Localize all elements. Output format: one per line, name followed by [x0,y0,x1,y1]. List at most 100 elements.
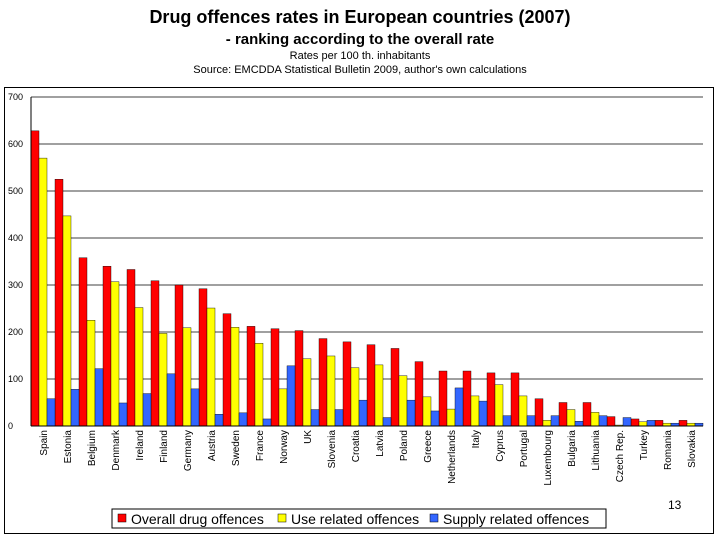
x-category-label: Bulgaria [567,430,578,467]
bar-overall-bulgaria [558,402,568,427]
bar-chart: 0 100 200 300 400 500 600 700 Spain Estonia Belgi… [8,92,704,529]
bar-use-portugal [518,395,528,427]
bar-overall-sweden [222,313,232,427]
y-tick-label: 300 [8,280,23,290]
y-tick-label: 700 [8,92,23,102]
bar-use-poland [398,375,408,427]
bar-overall-romania [654,420,664,427]
bar-supply-finland [166,373,176,427]
x-category-label: Estonia [63,430,74,464]
bar-use-bulgaria [566,409,576,427]
bar-overall-france [246,326,256,427]
x-category-label: Romania [663,430,674,470]
chart-frame: 0 100 200 300 400 500 600 700 Spain Estonia Belgi… [4,87,714,534]
bar-use-lithuania [590,412,600,427]
bar-overall-lithuania [582,402,592,427]
bar-supply-austria [214,414,224,427]
x-category-label: Ireland [135,430,146,461]
bars [30,130,704,427]
x-category-label: Turkey [639,430,650,460]
bar-use-norway [278,388,288,427]
bar-use-luxembourg [542,420,552,427]
x-category-label: Luxembourg [543,430,554,486]
page-number: 13 [668,498,682,512]
bar-use-slovenia [326,355,336,427]
bar-overall-germany [174,284,184,427]
x-category-label: Sweden [231,430,242,466]
bar-overall-finland [150,280,160,427]
bar-overall-portugal [510,372,520,427]
x-category-label: Slovakia [687,430,698,468]
legend-label-use: Use related offences [291,511,419,527]
bar-supply-latvia [382,417,392,427]
x-category-label: UK [303,430,314,444]
x-category-label: Croatia [351,430,362,463]
bar-overall-netherlands [438,370,448,427]
bar-supply-cyprus [502,415,512,427]
source-note: Source: EMCDDA Statistical Bulletin 2009… [193,64,527,76]
bar-use-finland [158,333,168,427]
bar-use-turkey [638,421,648,427]
legend-label-supply: Supply related offences [443,511,589,527]
y-tick-label: 600 [8,139,23,149]
bar-overall-estonia [54,179,64,427]
bar-overall-denmark [102,265,112,427]
bar-use-austria [206,307,216,427]
legend: Overall drug offences Use related offence… [111,508,607,529]
bar-overall-belgium [78,257,88,427]
x-category-label: Germany [183,430,194,471]
bar-use-greece [422,396,432,427]
bar-overall-croatia [342,341,352,427]
bar-supply-spain [46,398,56,427]
bar-use-latvia [374,364,384,427]
bar-supply-belgium [94,368,104,427]
bar-supply-portugal [526,415,536,427]
bar-overall-greece [414,361,424,427]
bar-overall-spain [30,130,40,427]
bar-use-italy [470,395,480,427]
y-tick-label: 200 [8,327,23,337]
bar-supply-ireland [142,393,152,427]
x-category-label: France [255,430,266,462]
x-category-label: Lithuania [591,430,602,471]
bar-use-ireland [134,307,144,427]
x-category-label: Czech Rep. [615,430,626,482]
bar-use-belgium [86,320,96,427]
bar-supply-bulgaria [574,421,584,427]
y-tick-label: 100 [8,374,23,384]
bar-overall-cyprus [486,372,496,427]
bar-use-estonia [62,215,72,427]
bar-supply-netherlands [454,387,464,427]
units-note: Rates per 100 th. inhabitants [289,50,431,62]
x-category-label: Cyprus [495,430,506,462]
bar-use-germany [182,327,192,427]
bar-overall-ireland [126,269,136,427]
bar-overall-turkey [630,418,640,427]
bar-supply-lithuania [598,415,608,427]
bar-supply-czech-rep- [622,417,632,427]
bar-use-spain [38,157,48,427]
x-category-label: Italy [471,430,482,448]
bar-supply-greece [430,410,440,427]
bar-supply-poland [406,399,416,427]
legend-swatch-overall [117,513,127,523]
x-category-label: Greece [423,430,434,463]
y-tick-label: 500 [8,186,23,196]
bar-supply-denmark [118,402,128,427]
bar-use-denmark [110,281,120,427]
x-category-label: Austria [207,430,218,462]
bar-supply-sweden [238,412,248,427]
bar-overall-austria [198,288,208,427]
bar-use-cyprus [494,384,504,427]
category-labels: Spain Estonia Belgium Denmark Ireland Finland… [39,429,698,486]
bar-supply-norway [286,365,296,427]
x-category-label: Belgium [87,430,98,466]
x-category-label: Netherlands [447,430,458,484]
bar-supply-germany [190,388,200,427]
bar-use-france [254,343,264,427]
x-category-label: Poland [399,430,410,461]
bar-overall-italy [462,370,472,427]
x-category-label: Denmark [111,429,122,471]
x-category-label: Spain [39,430,50,456]
bar-use-sweden [230,327,240,427]
